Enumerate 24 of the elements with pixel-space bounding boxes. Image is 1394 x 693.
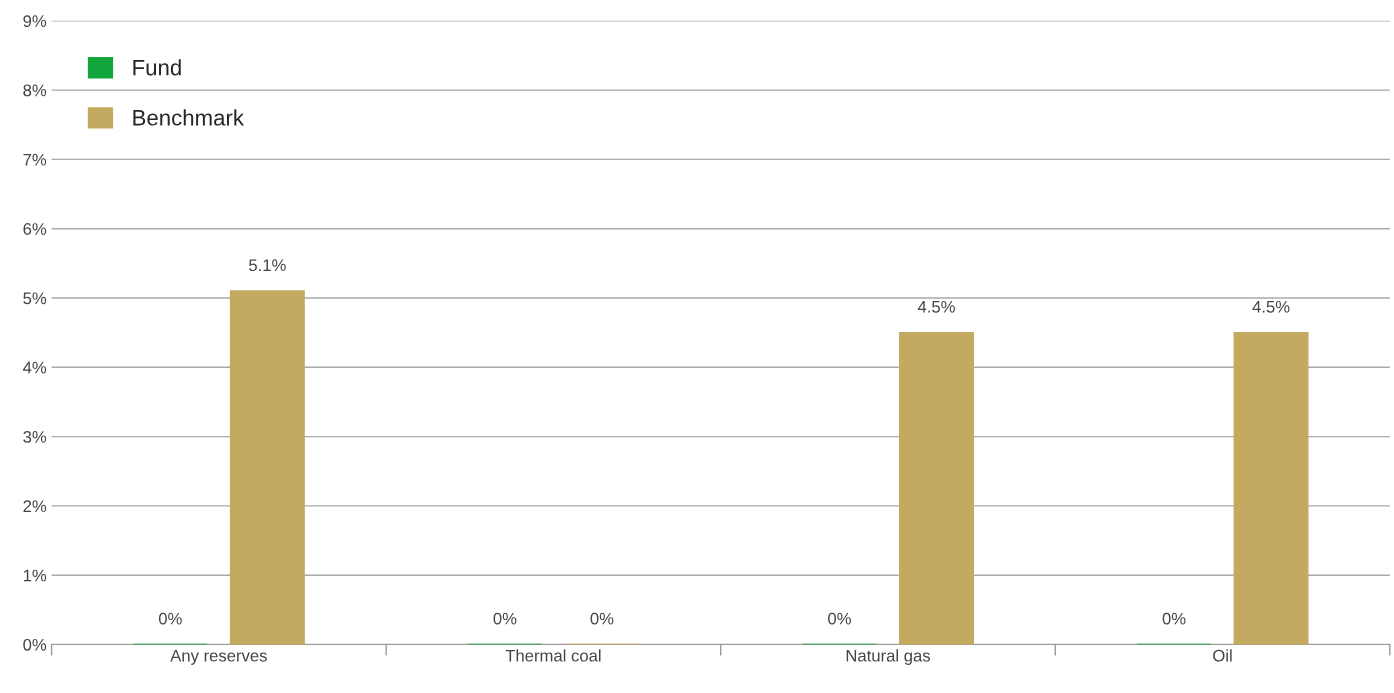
data-label: 5.1% xyxy=(249,259,286,272)
x-tick-label: Natural gas xyxy=(846,649,930,665)
y-tick-label: 3% xyxy=(23,430,47,443)
y-tick-label: 7% xyxy=(23,153,47,166)
legend-label: Fund xyxy=(133,59,181,76)
y-tick-label: 8% xyxy=(23,84,47,97)
data-label: 0% xyxy=(590,612,614,625)
data-label: 4.5% xyxy=(917,300,955,313)
data-label: 0% xyxy=(158,612,182,625)
data-label: 0% xyxy=(493,612,517,625)
x-tick-label: Thermal coal xyxy=(505,649,601,662)
y-tick-label: 5% xyxy=(23,292,47,305)
y-tick-label: 0% xyxy=(23,638,47,651)
y-tick-label: 6% xyxy=(23,223,47,235)
data-label: 0% xyxy=(828,612,851,625)
x-tick-label: Any reserves xyxy=(170,649,267,665)
data-label: 0% xyxy=(1162,612,1186,625)
y-tick-label: 9% xyxy=(23,15,47,27)
y-tick-label: 1% xyxy=(23,569,47,582)
y-tick-label: 4% xyxy=(23,361,47,374)
y-tick-label: 2% xyxy=(23,500,47,513)
x-tick-label: Oil xyxy=(1213,649,1232,662)
data-label: 4.5% xyxy=(1252,300,1290,313)
legend-label: Benchmark xyxy=(133,109,244,126)
